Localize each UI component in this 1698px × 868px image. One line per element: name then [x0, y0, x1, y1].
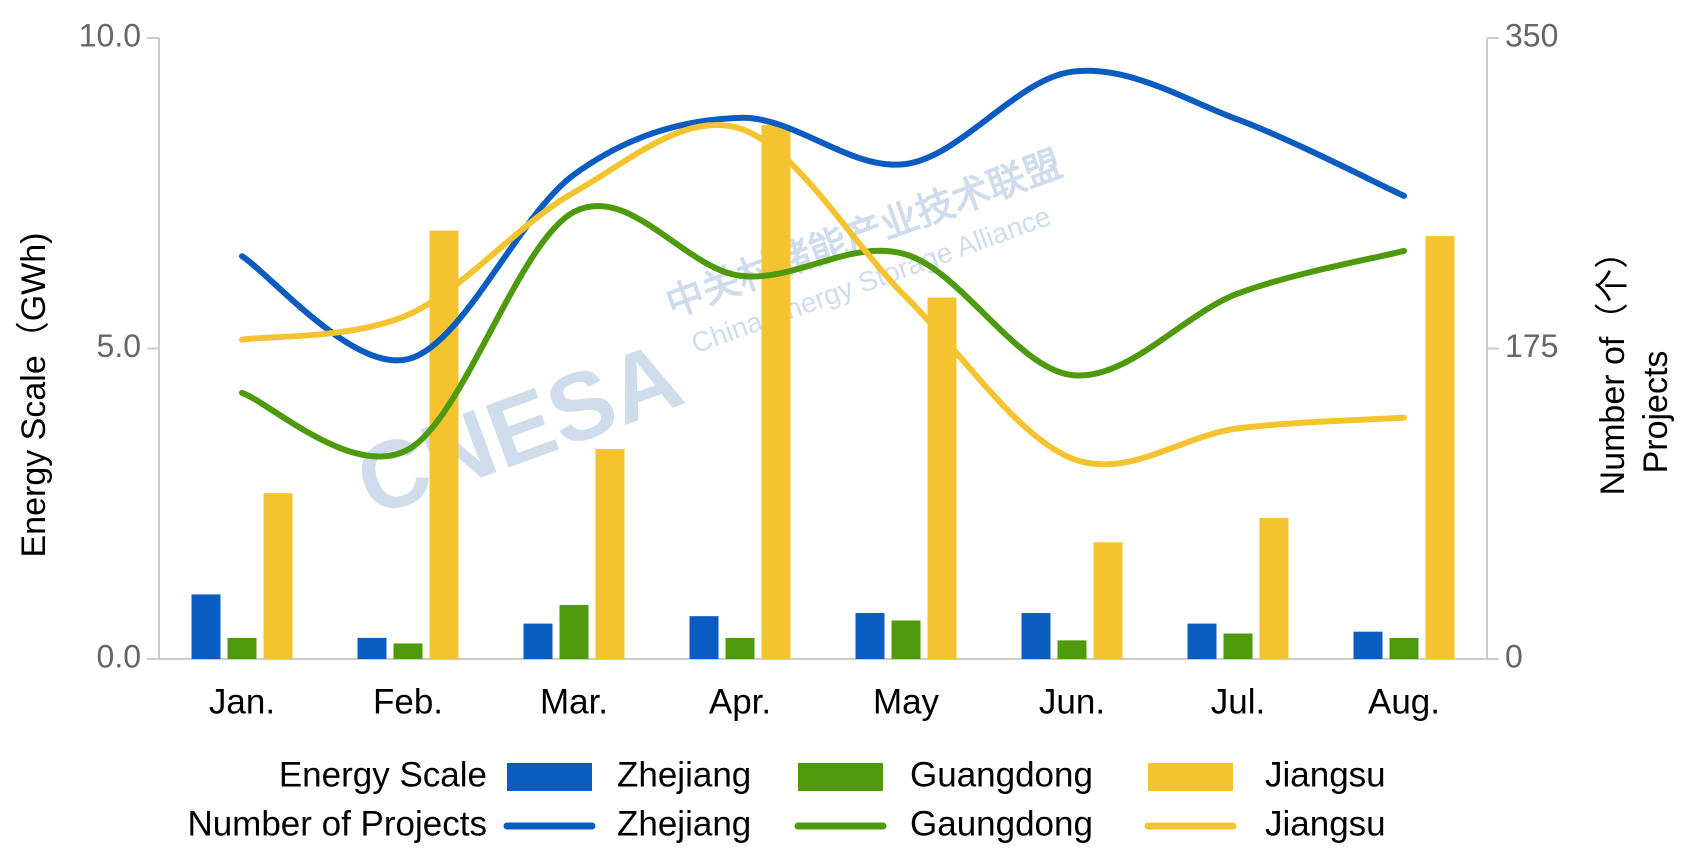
- bar: [191, 594, 221, 659]
- bar: [1057, 640, 1087, 659]
- legend-title: Energy Scale: [279, 755, 487, 794]
- legend-label: Zhejiang: [617, 804, 751, 843]
- legend-label: Gaungdong: [910, 804, 1093, 843]
- legend-label: Zhejiang: [617, 755, 751, 794]
- bar: [1093, 542, 1123, 659]
- x-tick-label: Aug.: [1368, 682, 1440, 721]
- x-tick-label: Jan.: [209, 682, 275, 721]
- bar: [263, 493, 293, 659]
- bar: [1187, 623, 1217, 659]
- legend-label: Guangdong: [910, 755, 1093, 794]
- bar: [1259, 518, 1289, 659]
- x-tick-label: Feb.: [373, 682, 443, 721]
- y-axis-title: Energy Scale（GWh): [15, 233, 53, 558]
- bar: [855, 613, 885, 659]
- y2-tick-label: 175: [1505, 328, 1558, 364]
- bar: [1389, 637, 1419, 659]
- bar: [523, 623, 553, 659]
- y-tick-label: 0.0: [97, 638, 141, 674]
- bar: [927, 297, 957, 659]
- x-tick-label: Mar.: [540, 682, 608, 721]
- y2-tick-label: 0: [1505, 638, 1523, 674]
- bar: [761, 124, 791, 659]
- legend-swatch: [507, 763, 592, 791]
- bar: [357, 637, 387, 659]
- x-tick-label: Jun.: [1039, 682, 1105, 721]
- y2-tick-label: 350: [1505, 17, 1558, 53]
- bar: [1353, 631, 1383, 659]
- legend-swatch: [798, 763, 883, 791]
- y-tick-label: 10.0: [79, 17, 141, 53]
- legend-swatch: [1148, 763, 1233, 791]
- legend-label: Jiangsu: [1265, 804, 1386, 843]
- legend-title: Number of Projects: [187, 804, 487, 843]
- bar: [1425, 236, 1455, 659]
- line: [239, 121, 1407, 468]
- y-tick-label: 5.0: [97, 328, 141, 364]
- watermark-logo: CNESA: [343, 322, 695, 537]
- y2-axis-title: Projects: [1637, 351, 1675, 474]
- bar: [725, 637, 755, 659]
- bar: [1223, 633, 1253, 659]
- bar: [393, 643, 423, 659]
- line: [239, 67, 1407, 364]
- line: [239, 202, 1407, 460]
- bar: [689, 616, 719, 659]
- bar: [891, 620, 921, 659]
- x-tick-label: Apr.: [709, 682, 771, 721]
- bar: [227, 637, 257, 659]
- x-tick-label: May: [873, 682, 940, 721]
- legend-label: Jiangsu: [1265, 755, 1386, 794]
- y2-axis-title: Number of（个）: [1594, 235, 1632, 496]
- bar: [595, 449, 625, 659]
- x-tick-label: Jul.: [1211, 682, 1265, 721]
- bar: [1021, 613, 1051, 659]
- bar: [559, 604, 589, 659]
